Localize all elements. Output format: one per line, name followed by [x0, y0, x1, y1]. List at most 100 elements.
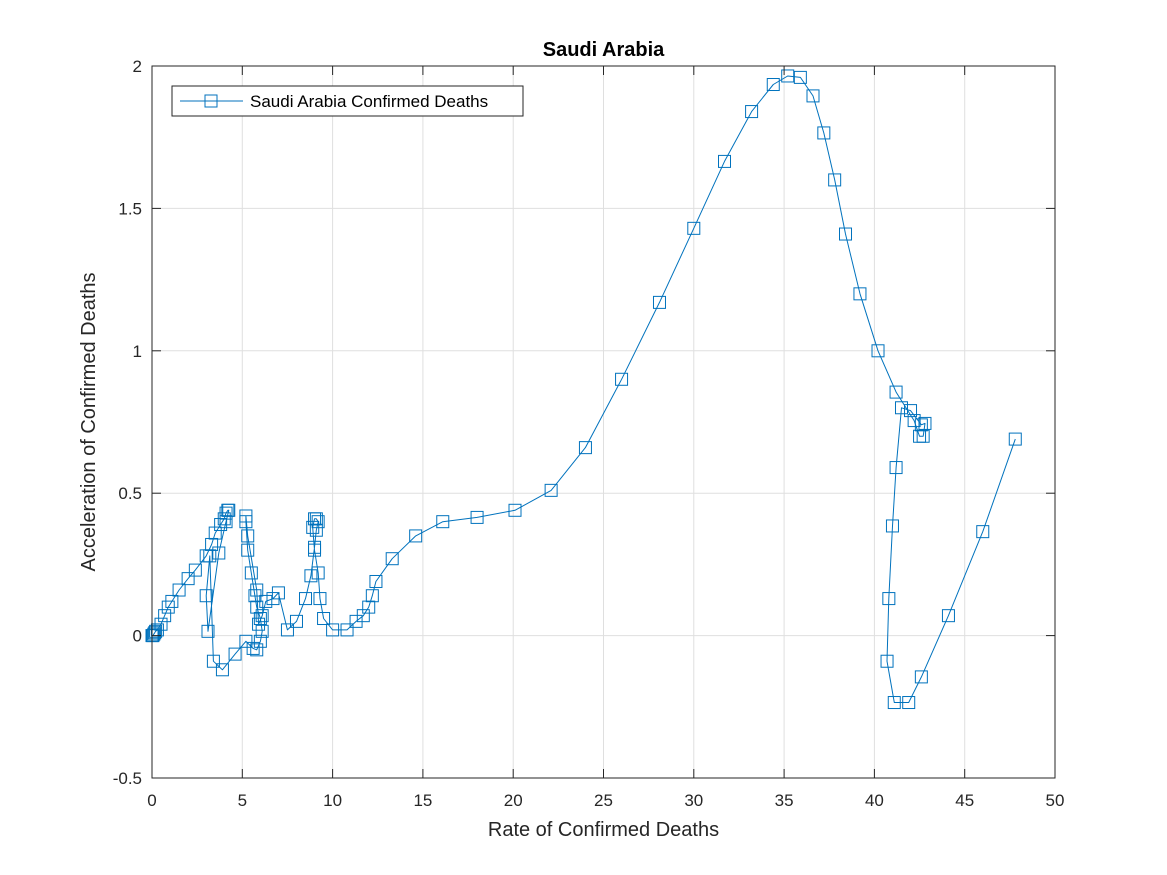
data-point-marker	[188, 563, 202, 577]
data-point-marker	[255, 609, 269, 623]
data-point-marker	[340, 623, 354, 637]
data-point-marker	[212, 546, 226, 560]
data-point-marker	[718, 154, 732, 168]
data-point-marker	[356, 609, 370, 623]
y-tick-label: -0.5	[113, 769, 142, 788]
data-point-marker	[304, 569, 318, 583]
y-axis-label: Acceleration of Confirmed Deaths	[78, 272, 100, 571]
data-point-marker	[508, 503, 522, 517]
data-point-marker	[871, 344, 885, 358]
data-point-marker	[309, 523, 323, 537]
data-point-marker	[365, 589, 379, 603]
data-point-marker	[889, 461, 903, 475]
data-point-marker	[976, 525, 990, 539]
data-point-marker	[806, 89, 820, 103]
x-tick-label: 30	[684, 791, 703, 810]
data-point-marker	[181, 572, 195, 586]
x-axis-label: Rate of Confirmed Deaths	[488, 819, 719, 841]
x-tick-label: 40	[865, 791, 884, 810]
data-point-marker	[215, 663, 229, 677]
data-point-marker	[902, 696, 916, 710]
data-point-marker	[409, 529, 423, 543]
legend: Saudi Arabia Confirmed Deaths	[171, 85, 524, 117]
data-point-marker	[828, 173, 842, 187]
data-point-marker	[244, 566, 258, 580]
data-point-marker	[385, 552, 399, 566]
data-point-marker	[369, 574, 383, 588]
x-tick-label: 15	[413, 791, 432, 810]
series-line	[152, 75, 1016, 703]
data-point-marker	[306, 520, 320, 534]
data-point-marker	[203, 549, 217, 563]
data-point-marker	[317, 612, 331, 626]
data-point-marker	[308, 543, 322, 557]
data-point-marker	[436, 515, 450, 529]
data-point-marker	[172, 583, 186, 597]
data-point-marker	[326, 623, 340, 637]
data-point-marker	[222, 503, 236, 517]
data-point-marker	[205, 537, 219, 551]
data-point-marker	[793, 70, 807, 84]
legend-box	[171, 85, 524, 117]
data-point-marker	[885, 519, 899, 533]
data-point-marker	[311, 566, 325, 580]
data-point-marker	[362, 600, 376, 614]
data-point-marker	[250, 643, 264, 657]
data-point-marker	[907, 414, 921, 428]
data-point-marker	[781, 69, 795, 83]
x-tick-label: 45	[955, 791, 974, 810]
data-point-marker	[882, 592, 896, 606]
data-point-marker	[241, 543, 255, 557]
data-point-marker	[1008, 432, 1022, 446]
data-point-marker	[147, 627, 161, 641]
data-point-marker	[914, 670, 928, 684]
ticks: 0 5 10 15 20 25 30 35 40 45 50 -0.5 0 0.5 1 1.5 2	[113, 57, 1065, 810]
data-point-marker	[199, 589, 213, 603]
chart-title: Saudi Arabia	[543, 39, 665, 61]
data-point-marker	[165, 594, 179, 608]
y-tick-label: 0	[133, 627, 142, 646]
x-tick-label: 50	[1046, 791, 1065, 810]
data-point-marker	[219, 506, 233, 520]
data-point-marker	[578, 441, 592, 455]
data-point-marker	[158, 609, 172, 623]
y-tick-label: 2	[133, 57, 142, 76]
series-layer	[145, 69, 1022, 710]
legend-marker-sample	[204, 94, 218, 108]
data-point-marker	[745, 105, 759, 119]
data-point-marker	[299, 592, 313, 606]
data-point-marker	[887, 696, 901, 710]
data-point-marker	[259, 594, 273, 608]
data-point-marker	[271, 586, 285, 600]
data-point-marker	[313, 592, 327, 606]
data-point-marker	[615, 372, 629, 386]
data-point-marker	[208, 526, 222, 540]
data-point-marker	[918, 416, 932, 430]
y-tick-label: 0.5	[118, 484, 142, 503]
x-tick-label: 10	[323, 791, 342, 810]
data-point-marker	[219, 515, 233, 529]
data-point-marker	[889, 385, 903, 399]
data-point-marker	[941, 609, 955, 623]
data-point-marker	[246, 641, 260, 655]
data-point-marker	[308, 512, 322, 526]
data-point-marker	[766, 78, 780, 92]
data-point-marker	[149, 624, 163, 638]
data-point-marker	[206, 654, 220, 668]
data-point-marker	[880, 654, 894, 668]
data-point-marker	[201, 624, 215, 638]
data-point-marker	[839, 227, 853, 241]
data-point-marker	[853, 287, 867, 301]
data-point-marker	[544, 483, 558, 497]
legend-label: Saudi Arabia Confirmed Deaths	[250, 92, 488, 111]
data-point-marker	[904, 404, 918, 418]
x-tick-label: 20	[504, 791, 523, 810]
data-point-marker	[470, 510, 484, 524]
data-point-marker	[916, 429, 930, 443]
data-point-marker	[652, 295, 666, 309]
x-tick-label: 5	[238, 791, 247, 810]
data-point-marker	[914, 418, 928, 432]
x-tick-label: 35	[775, 791, 794, 810]
data-point-marker	[255, 624, 269, 638]
